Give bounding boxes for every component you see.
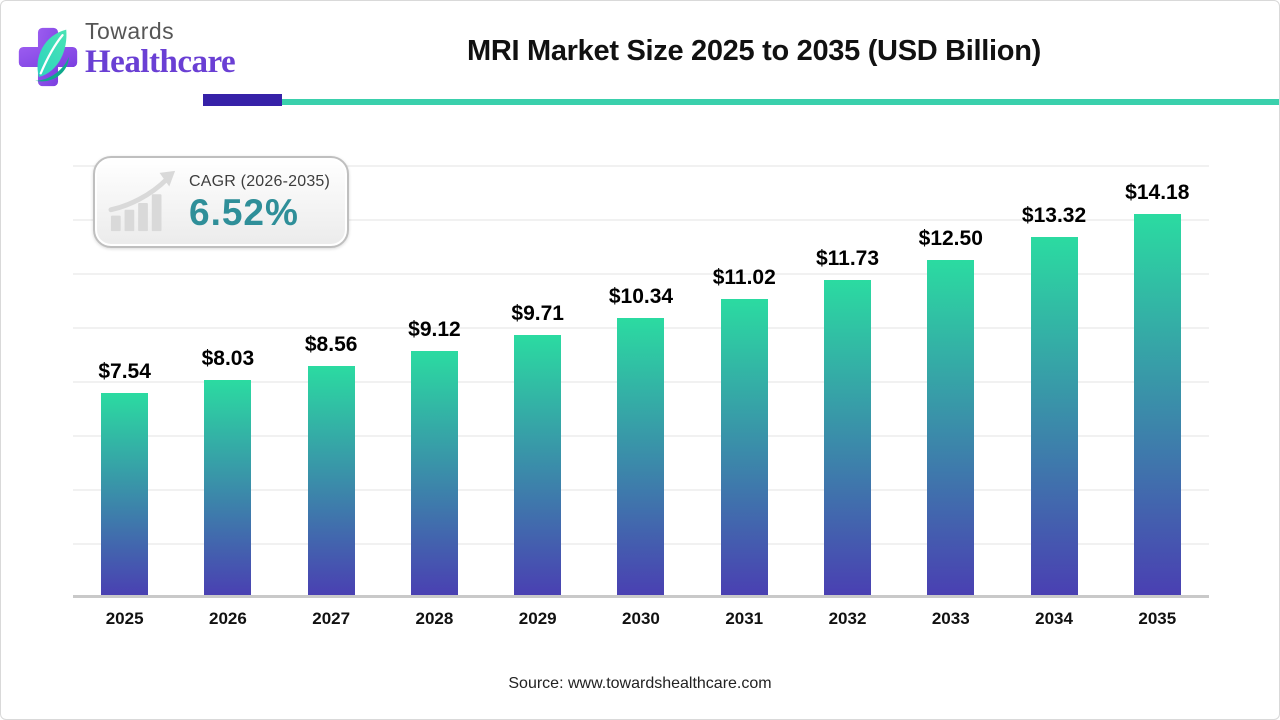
bar: [720, 299, 768, 597]
cagr-label: CAGR (2026-2035): [189, 172, 331, 190]
x-axis-label: 2027: [312, 609, 351, 628]
healthcare-cross-leaf-icon: [18, 27, 78, 87]
bar-value-label: $13.32: [1021, 204, 1087, 228]
gridline: [73, 219, 1209, 221]
bar-group: $9.12: [383, 165, 486, 597]
bar-value-label: $11.02: [712, 266, 776, 290]
x-axis-label: 2026: [208, 609, 247, 628]
bar-group: $11.73: [796, 165, 899, 597]
bar: [410, 350, 458, 597]
bar: [204, 380, 252, 597]
bar-value-label: $14.18: [1125, 181, 1190, 205]
x-axis-label: 2035: [1138, 609, 1177, 628]
cagr-text: CAGR (2026-2035) 6.52%: [189, 172, 331, 233]
x-axis-label: 2029: [518, 609, 557, 628]
x-axis-label: 2028: [415, 609, 454, 628]
bar-value-label: $10.34: [608, 284, 674, 308]
growth-trend-icon: [108, 170, 176, 232]
x-axis-label: 2031: [725, 609, 764, 628]
x-axis-line: [73, 595, 1209, 598]
bar: [101, 393, 149, 597]
bar-value-label: $9.12: [408, 317, 461, 341]
brand-logo: Towards Healthcare: [17, 13, 236, 91]
gridline: [73, 165, 1209, 167]
bar-value-label: $9.71: [511, 301, 564, 325]
bar: [307, 365, 355, 597]
bar: [1133, 214, 1181, 597]
bar-value-label: $8.03: [201, 347, 255, 371]
bar-group: $10.34: [589, 165, 692, 597]
source-text: Source: www.towardshealthcare.com: [508, 675, 772, 692]
bar-group: $11.02: [693, 165, 796, 597]
x-axis-label: 2025: [105, 609, 144, 628]
gridline: [73, 273, 1209, 275]
bar-group: $14.18: [1106, 165, 1209, 597]
bars-container: $7.54 $8.03 $8.56 $9.12 $9.71 $10.34 $11…: [73, 165, 1209, 597]
bar-group: $8.03: [176, 165, 279, 597]
header-underline-purple: [203, 94, 282, 106]
x-axis-label: 2034: [1035, 609, 1073, 628]
chart-title: MRI Market Size 2025 to 2035 (USD Billio…: [466, 35, 1041, 67]
cagr-value: 6.52%: [189, 191, 299, 233]
x-axis-labels: 2025 2026 2027 2028 2029 2030 2031 2032 2033 2034…: [73, 609, 1209, 629]
bar: [823, 280, 871, 597]
bar-group: $8.56: [280, 165, 383, 597]
header-underline-teal: [207, 99, 1279, 105]
bar-group: $7.54: [73, 165, 176, 597]
bar: [514, 334, 562, 597]
cagr-badge: CAGR (2026-2035) 6.52%: [93, 156, 349, 248]
bar: [1030, 237, 1078, 597]
bar-group: $9.71: [486, 165, 589, 597]
bar-group: $13.32: [1002, 165, 1105, 597]
bar-value-label: $8.56: [304, 332, 358, 356]
x-axis-label: 2032: [828, 609, 867, 628]
bar: [927, 259, 975, 597]
x-axis-label: 2030: [622, 609, 660, 628]
bar-value-label: $7.54: [98, 360, 151, 384]
brand-wordmark: Towards Healthcare: [85, 13, 236, 80]
brand-name-healthcare: Healthcare: [85, 44, 236, 80]
bar: [617, 317, 665, 597]
brand-name-towards: Towards: [85, 18, 175, 44]
bar-value-label: $12.50: [918, 226, 983, 250]
bar-chart-plot-area: $7.54 $8.03 $8.56 $9.12 $9.71 $10.34 $11…: [73, 165, 1209, 597]
bar-group: $12.50: [899, 165, 1002, 597]
x-axis-label: 2033: [931, 609, 970, 628]
bar-value-label: $11.73: [815, 247, 880, 271]
